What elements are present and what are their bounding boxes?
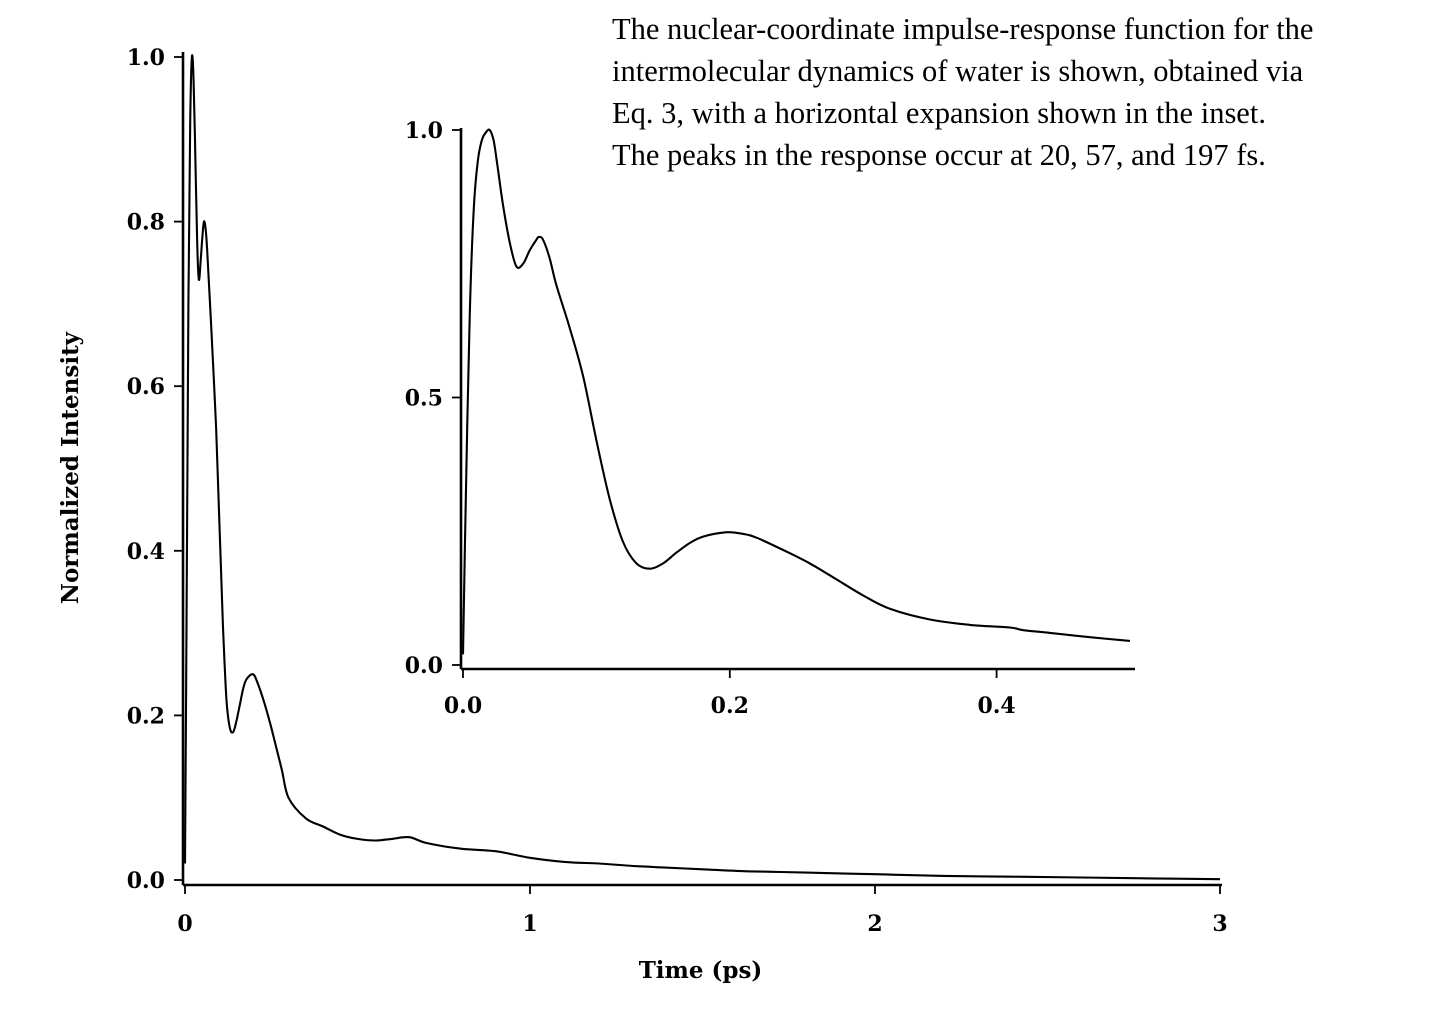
main-x-axis-title: Time (ps) <box>639 957 763 984</box>
caption-line: The peaks in the response occur at 20, 5… <box>612 138 1266 172</box>
inset-plot: 0.0 0.2 0.4 0.0 0.5 1.0 <box>405 118 1135 719</box>
figure-caption: The nuclear-coordinate impulse-response … <box>612 8 1447 176</box>
main-y-axis-title: Normalized Intensity <box>57 331 84 604</box>
inset-x-tick-label: 0.4 <box>977 693 1015 719</box>
inset-series-line <box>461 128 1131 655</box>
main-x-tick-label: 1 <box>522 911 537 937</box>
main-y-tick-label: 0.8 <box>127 210 165 236</box>
main-y-tick-label: 0.2 <box>127 703 165 729</box>
inset-x-tick-label: 0.2 <box>711 693 749 719</box>
inset-y-tick-label: 1.0 <box>405 118 443 144</box>
caption-line: intermolecular dynamics of water is show… <box>612 54 1304 88</box>
main-x-tick-label: 3 <box>1212 911 1227 937</box>
main-y-tick-label: 0.6 <box>127 374 165 400</box>
inset-y-tick-label: 0.0 <box>405 653 443 679</box>
main-x-tick-label: 2 <box>867 911 882 937</box>
inset-x-tick-label: 0.0 <box>444 693 482 719</box>
main-x-tick-label: 0 <box>177 911 192 937</box>
main-y-tick-label: 0.4 <box>127 539 165 565</box>
main-plot: 0 1 2 3 0.0 0.2 0.4 0.6 0.8 1.0 Time (ps) Normalize… <box>57 45 1228 984</box>
main-series-line <box>183 54 1221 881</box>
caption-line: The nuclear-coordinate impulse-response … <box>612 12 1314 46</box>
main-y-tick-label: 1.0 <box>127 45 165 71</box>
caption-line: Eq. 3, with a horizontal expansion shown… <box>612 96 1266 130</box>
inset-y-tick-label: 0.5 <box>405 386 443 412</box>
main-y-tick-label: 0.0 <box>127 868 165 894</box>
